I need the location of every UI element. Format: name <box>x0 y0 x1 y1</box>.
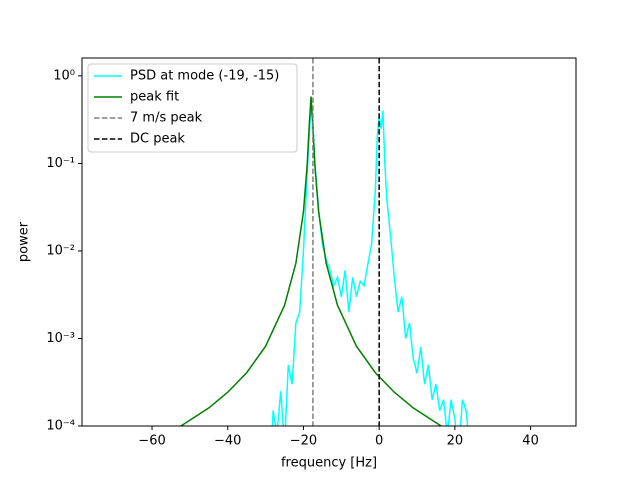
x-tick-label: −40 <box>214 434 241 449</box>
y-tick-label: 10⁻³ <box>46 331 75 346</box>
x-tick-label: 0 <box>375 434 383 449</box>
x-tick-label: 20 <box>447 434 464 449</box>
legend-box <box>87 63 298 153</box>
axes-frame <box>81 57 577 427</box>
y-axis-label: power <box>17 221 32 262</box>
legend-label: DC peak <box>130 132 185 147</box>
legend-label: 7 m/s peak <box>130 111 203 126</box>
x-tick-label: 40 <box>522 434 539 449</box>
x-tick-label: −20 <box>290 434 317 449</box>
y-tick-label: 10⁻⁴ <box>46 419 75 434</box>
y-tick-label: 10⁻¹ <box>46 156 75 171</box>
data-line <box>179 96 443 426</box>
y-tick-label: 10⁻² <box>46 243 75 258</box>
x-tick-label: −60 <box>138 434 165 449</box>
legend: PSD at mode (-19, -15) peak fit 7 m/s peak… <box>87 63 298 153</box>
legend-label: peak fit <box>130 90 179 105</box>
legend-label: PSD at mode (-19, -15) <box>130 69 279 84</box>
y-tick-label: 10⁰ <box>53 68 75 83</box>
plot-area <box>179 58 469 426</box>
data-line <box>271 106 469 426</box>
x-axis-label: frequency [Hz] <box>281 456 377 471</box>
